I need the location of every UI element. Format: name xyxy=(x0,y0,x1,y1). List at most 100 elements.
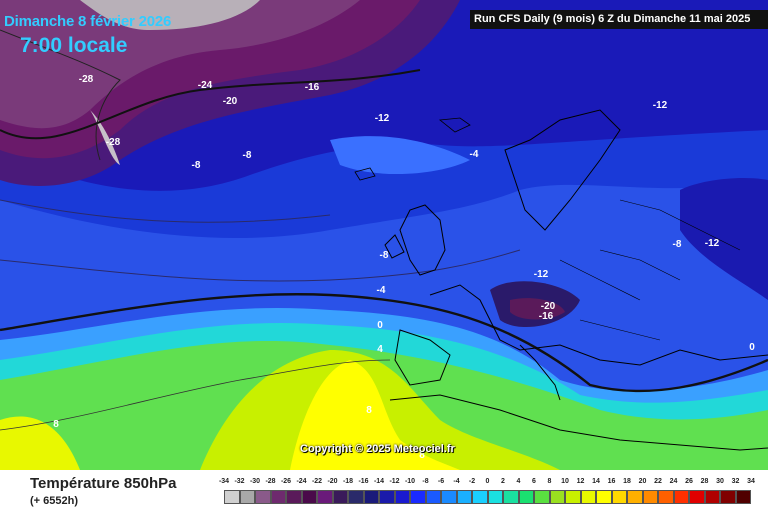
contour-label: -20 xyxy=(223,96,238,107)
contour-labels: -28-28-28-24-20-16-12-12-8-8-4-8-12-8-12… xyxy=(9,0,755,461)
temperature-map: -28-28-28-24-20-16-12-12-8-8-4-8-12-8-12… xyxy=(0,0,768,470)
scale-swatch xyxy=(456,490,472,504)
scale-swatch xyxy=(673,490,689,504)
scale-swatch xyxy=(611,490,627,504)
scale-swatch xyxy=(332,490,348,504)
scale-tick-label: -6 xyxy=(437,478,445,485)
band-warm-10 xyxy=(290,360,460,470)
legend-subtitle: (+ 6552h) xyxy=(30,495,78,507)
scale-tick-label: -22 xyxy=(311,478,323,485)
contour-label: -12 xyxy=(653,100,668,111)
contour-label: 8 xyxy=(53,419,59,430)
scale-tick-label: 34 xyxy=(747,478,755,485)
scale-tick-label: 10 xyxy=(561,478,569,485)
contour-label: -28 xyxy=(9,0,24,3)
scale-tick-label: -26 xyxy=(280,478,292,485)
scale-tick-label: 2 xyxy=(501,478,505,485)
scale-tick-label: 14 xyxy=(592,478,600,485)
scale-tick-label: -32 xyxy=(234,478,245,485)
scale-tick-label: 32 xyxy=(731,478,740,485)
scale-swatch xyxy=(518,490,534,504)
east-cold-pool xyxy=(680,178,768,300)
scale-tick-label: 8 xyxy=(547,478,552,485)
scale-tick-label: -4 xyxy=(453,478,460,485)
coastline-italy xyxy=(519,344,561,401)
legend-title: Température 850hPa xyxy=(30,475,177,492)
scale-tick-label: -2 xyxy=(468,478,476,485)
scale-tick-label: 0 xyxy=(485,478,490,485)
contour-label: 4 xyxy=(377,344,383,355)
coastline-islands xyxy=(354,117,471,181)
copyright: Copyright © 2025 Meteociel.fr xyxy=(300,443,455,455)
scale-swatch xyxy=(410,490,426,504)
scale-swatch xyxy=(379,490,395,504)
scale-swatch xyxy=(270,490,286,504)
scale-swatch xyxy=(317,490,333,504)
coastline-iberia xyxy=(394,329,451,386)
band-cold-28 xyxy=(0,0,360,129)
scale-tick-label: 20 xyxy=(638,478,647,485)
scale-tick-label: 28 xyxy=(700,478,709,485)
forecast-time: 7:00 locale xyxy=(20,34,128,57)
contour-label: -4 xyxy=(377,285,386,296)
contour-label: -28 xyxy=(106,137,121,148)
scale-swatch xyxy=(580,490,596,504)
alpine-cold-center xyxy=(510,298,565,320)
scale-tick-label: -18 xyxy=(342,478,354,485)
minus-twenty-isotherm xyxy=(0,69,421,140)
isotherm-line xyxy=(0,249,521,282)
coastline-scandinavia xyxy=(504,109,621,231)
scale-swatch xyxy=(286,490,302,504)
scale-swatch xyxy=(503,490,519,504)
forecast-date: Dimanche 8 février 2026 xyxy=(4,13,172,30)
scale-tick-label: 18 xyxy=(623,478,631,485)
scale-tick-label: 26 xyxy=(685,478,693,485)
contour-label: -8 xyxy=(380,250,389,261)
scale-tick-label: 22 xyxy=(654,478,662,485)
scale-swatch xyxy=(255,490,271,504)
scale-tick-label: -24 xyxy=(296,478,307,485)
contour-label: -24 xyxy=(198,80,213,91)
contour-label: -16 xyxy=(539,311,554,322)
scale-swatch xyxy=(301,490,317,504)
run-info: Run CFS Daily (9 mois) 6 Z du Dimanche 1… xyxy=(470,10,768,29)
scale-tick-label: -8 xyxy=(422,478,429,485)
isotherm-line xyxy=(0,29,121,161)
scale-tick-label: -10 xyxy=(404,478,416,485)
scale-tick-label: 16 xyxy=(607,478,616,485)
contour-label: -12 xyxy=(534,269,549,280)
scale-swatch xyxy=(549,490,565,504)
contour-label: 0 xyxy=(377,320,383,331)
coastline-ireland xyxy=(384,234,405,259)
color-scale: -34 -32 -30 -28 -26 -24 -22 -20 -18 -16 -14 -12 -10-… xyxy=(219,478,755,508)
band-warm-west xyxy=(0,416,80,470)
scale-tick-label: 12 xyxy=(576,478,585,485)
scale-tick-label: -16 xyxy=(358,478,369,485)
scale-swatch xyxy=(689,490,705,504)
scale-tick-label: 24 xyxy=(669,478,678,485)
scale-swatch xyxy=(658,490,674,504)
scale-swatch xyxy=(735,490,751,504)
atlantic-warm-patch xyxy=(330,136,470,175)
zero-isotherm xyxy=(0,293,768,393)
scale-swatch xyxy=(627,490,643,504)
contour-label: -8 xyxy=(243,150,252,161)
contour-label: -8 xyxy=(192,160,201,171)
scale-tick-label: -14 xyxy=(373,478,385,485)
scale-swatch xyxy=(348,490,364,504)
scale-tick-label: -20 xyxy=(327,478,338,485)
scale-swatch xyxy=(487,490,503,504)
scale-swatch xyxy=(596,490,612,504)
scale-swatch xyxy=(441,490,457,504)
coastline-africa xyxy=(389,394,768,451)
contour-label: 0 xyxy=(749,342,755,353)
scale-swatch xyxy=(224,490,240,504)
contour-label: 8 xyxy=(366,405,372,416)
contour-label: -12 xyxy=(705,238,720,249)
coastline-uk xyxy=(399,204,446,276)
contour-label: -4 xyxy=(470,149,479,160)
scale-swatch xyxy=(534,490,550,504)
scale-swatch xyxy=(239,490,255,504)
country-borders xyxy=(559,199,741,341)
map-svg: -28-28-28-24-20-16-12-12-8-8-4-8-12-8-12… xyxy=(0,0,768,470)
